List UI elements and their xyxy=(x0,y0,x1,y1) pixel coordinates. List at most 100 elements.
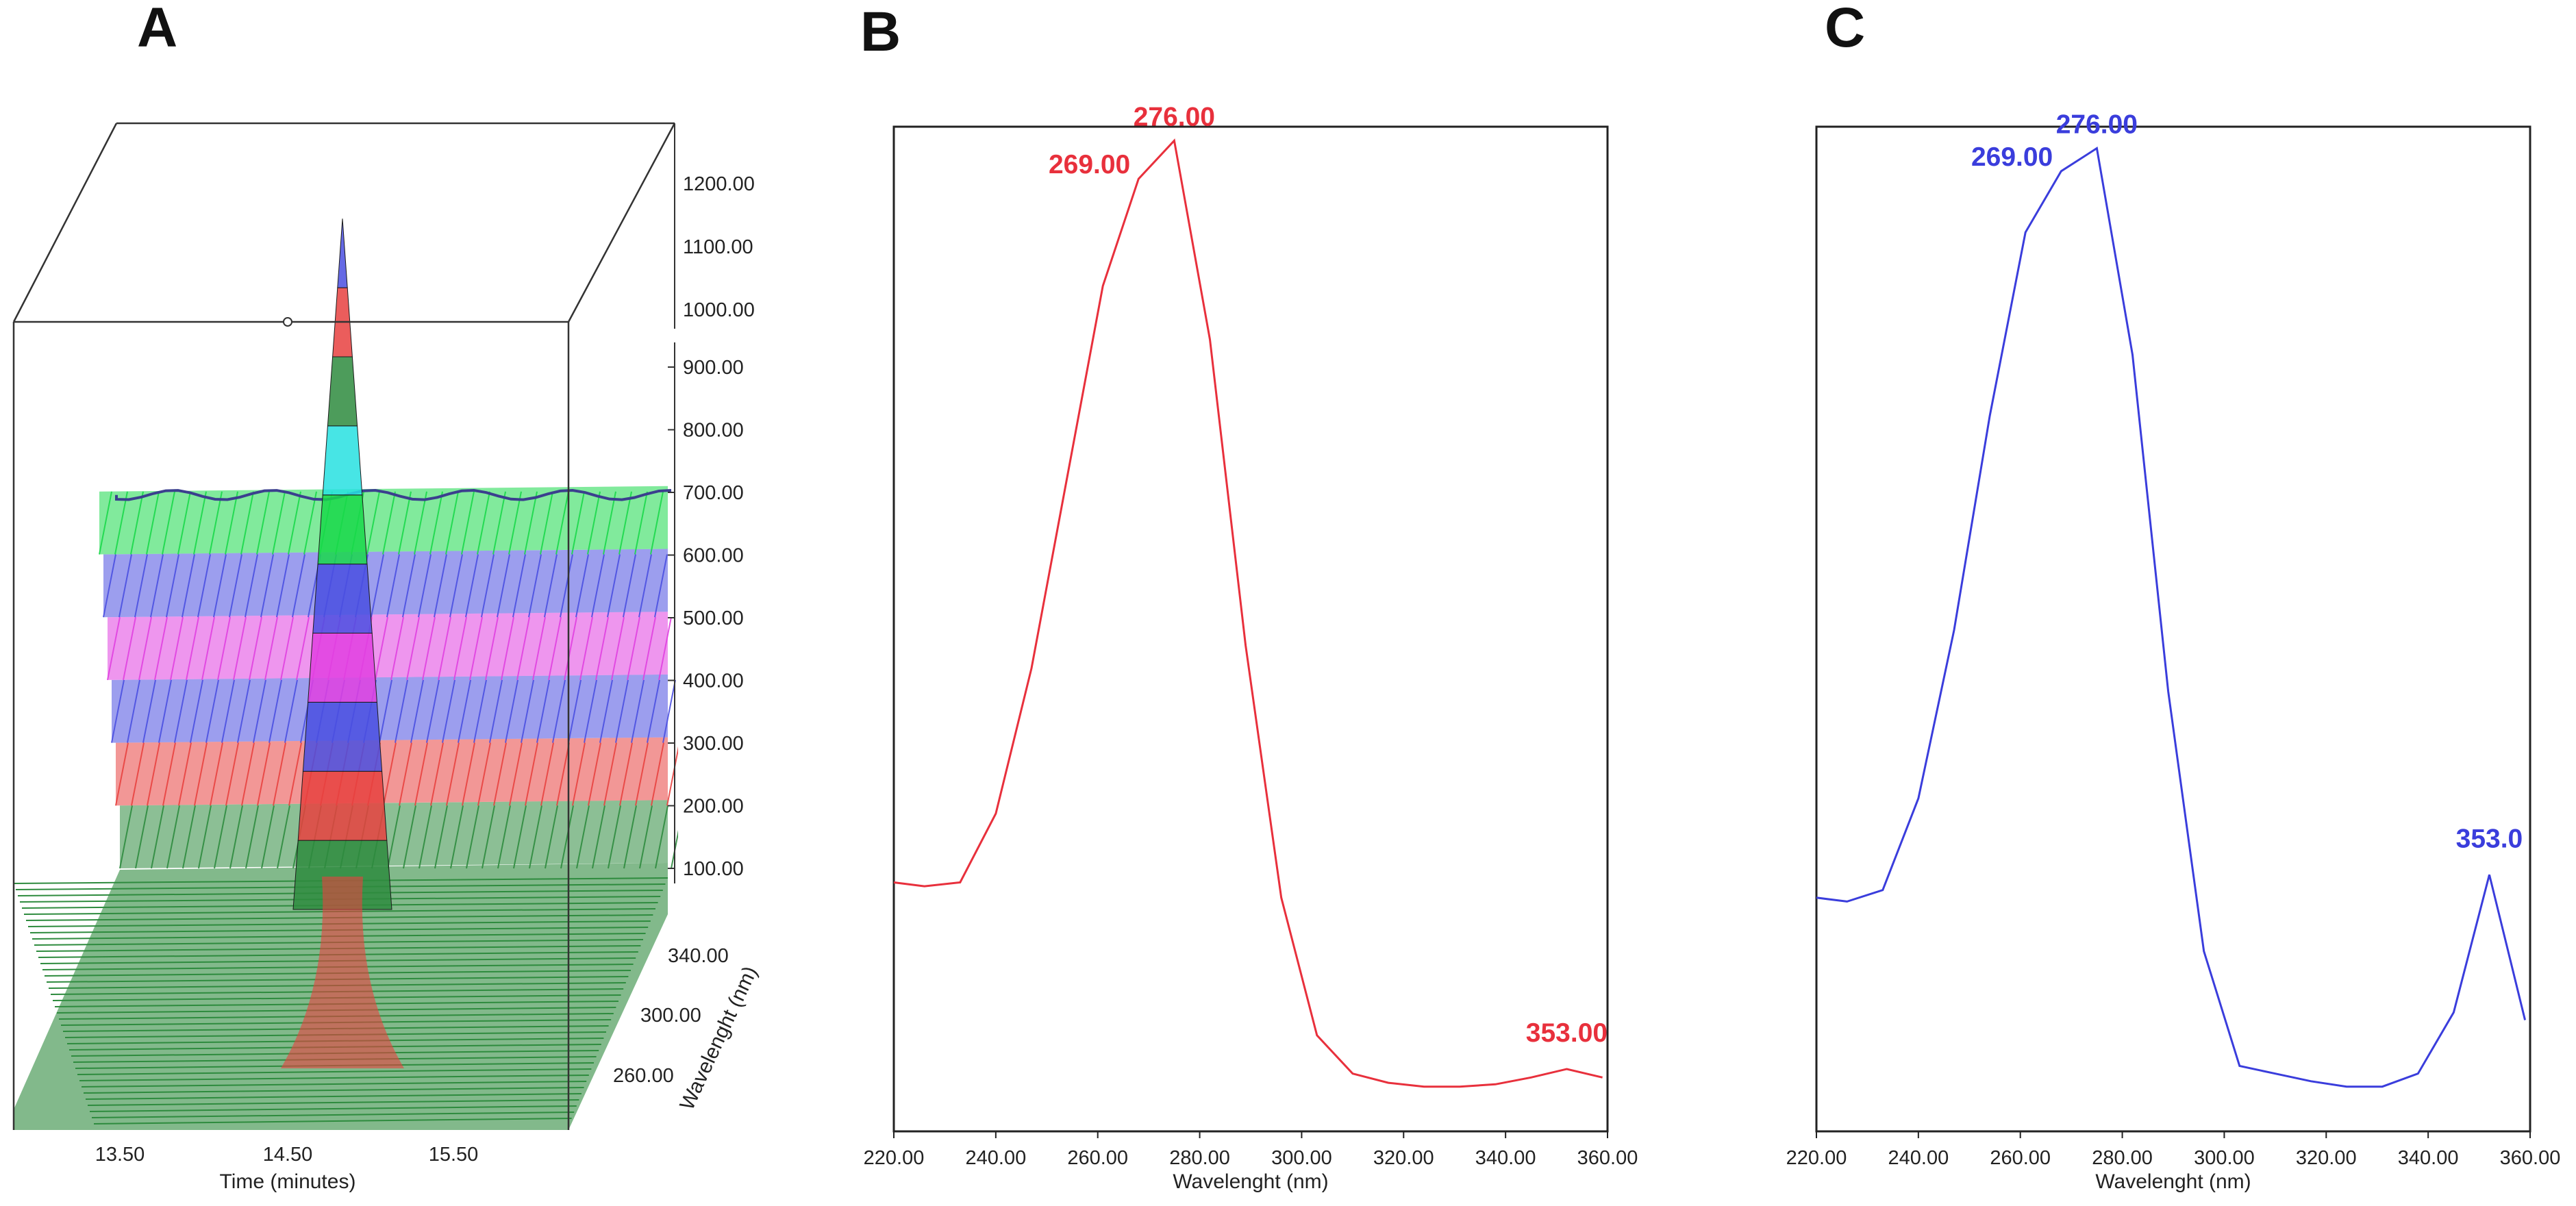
surface-hatch xyxy=(635,742,649,806)
surface-hatch xyxy=(170,617,184,681)
x-tick-label: 300.00 xyxy=(2194,1147,2255,1169)
surface-hatch xyxy=(513,805,527,869)
surface-hatch xyxy=(434,805,448,869)
x-tick-label: 280.00 xyxy=(2092,1147,2153,1169)
spectrum-line xyxy=(1816,147,2527,1088)
surface-hatch xyxy=(607,554,621,618)
surface-hatch xyxy=(123,617,136,681)
surface-hatch xyxy=(118,554,132,618)
surface-hatch xyxy=(166,554,179,618)
surface-hatch xyxy=(288,491,301,555)
surface-hatch xyxy=(426,679,440,743)
surface-hatch xyxy=(292,554,305,618)
surface-ridge xyxy=(89,1105,577,1112)
surface-hatch xyxy=(186,617,199,681)
surface-hatch xyxy=(194,742,208,806)
surface-hatch xyxy=(107,617,121,681)
peak-slice xyxy=(317,494,368,565)
surface-hatch xyxy=(588,742,601,806)
surface-hatch xyxy=(225,742,239,806)
surface-hatch xyxy=(516,617,530,681)
surface-hatch xyxy=(571,491,585,555)
surface-hatch xyxy=(422,617,436,681)
x-axis-ticks: 220.00 240.00 260.00 280.00 300.00 320.00 340.… xyxy=(864,1131,1638,1169)
surface-hatch xyxy=(418,554,432,618)
surface-hatch xyxy=(655,805,668,869)
surface-ridge xyxy=(85,1093,582,1100)
y-tick-label: 100.00 xyxy=(683,858,744,880)
surface-hatch xyxy=(158,679,172,743)
surface-hatch xyxy=(576,805,590,869)
x-tick-label: 280.00 xyxy=(1169,1147,1230,1169)
surface-hatch xyxy=(469,617,483,681)
surface-hatch xyxy=(138,617,152,681)
surface-hatch xyxy=(438,617,451,681)
surface-hatch xyxy=(303,491,317,555)
surface-hatch xyxy=(608,805,621,869)
surface-hatch xyxy=(623,554,636,618)
surface-hatch xyxy=(395,679,408,743)
x-axis-ticks: 220.00 240.00 260.00 280.00 300.00 320.00 340.… xyxy=(1786,1131,2560,1169)
peak-slice xyxy=(327,356,358,427)
spectrum-chart-c: 220.00 240.00 260.00 280.00 300.00 320.00 340.… xyxy=(1786,110,2561,1194)
x-tick-label: 340.00 xyxy=(1475,1147,1536,1169)
surface-hatch xyxy=(492,491,506,555)
surface-hatch xyxy=(276,554,290,618)
surface-hatch xyxy=(414,742,428,806)
surface-band xyxy=(108,612,668,680)
peak-label: 276.00 xyxy=(2056,110,2138,140)
axis-ticks: 1000.00 1100.00 1200.00 100.00 200.00 300.00 4… xyxy=(95,123,755,1166)
surface-ridge xyxy=(83,1087,584,1094)
surface-hatch xyxy=(386,554,400,618)
surface-hatch xyxy=(103,554,116,618)
x-axis-title: Time (minutes) xyxy=(220,1170,356,1193)
surface-hatch xyxy=(272,491,286,555)
surface-hatch xyxy=(379,679,392,743)
surface-hatch xyxy=(134,554,148,618)
surface-hatch xyxy=(398,491,412,555)
surface-hatch xyxy=(257,742,271,806)
surface-hatch xyxy=(540,742,554,806)
surface-hatch xyxy=(505,679,518,743)
x-tick-label: 300.00 xyxy=(1271,1147,1332,1169)
surface-hatch xyxy=(210,742,223,806)
box-edge xyxy=(567,123,676,323)
surface-hatch xyxy=(584,679,597,743)
chromatogram-peak xyxy=(281,218,404,1068)
surface-ridge-top xyxy=(115,488,672,501)
surface-hatch xyxy=(552,679,566,743)
surface-hatch xyxy=(529,805,542,869)
surface-hatch xyxy=(458,679,471,743)
surface-hatch xyxy=(461,491,475,555)
surface-hatch xyxy=(671,829,678,869)
surface-hatch xyxy=(481,554,495,618)
peak-label: 276.00 xyxy=(1134,102,1215,131)
surface-hatch xyxy=(288,742,302,806)
surface-hatch xyxy=(410,679,424,743)
x-tick-label: 14.50 xyxy=(263,1144,313,1166)
surface-hatch xyxy=(497,805,511,869)
x-tick-label: 220.00 xyxy=(1786,1147,1847,1169)
surface-band xyxy=(103,549,668,618)
surface-hatch xyxy=(603,742,617,806)
surface-hatch xyxy=(197,554,211,618)
surface-hatch xyxy=(575,554,589,618)
surface-hatch xyxy=(453,617,467,681)
surface-hatch xyxy=(277,805,290,869)
surface-hatch xyxy=(666,746,678,806)
surface-hatch xyxy=(414,491,427,555)
surface-hatch xyxy=(387,805,401,869)
y-tick-label: 500.00 xyxy=(683,607,744,629)
x-tick-label: 240.00 xyxy=(1888,1147,1949,1169)
surface-hatch xyxy=(493,742,507,806)
surface-hatch xyxy=(229,805,243,869)
surface-hatch xyxy=(615,679,629,743)
surface-hatch xyxy=(256,491,270,555)
surface-hatch xyxy=(462,742,475,806)
x-tick-label: 260.00 xyxy=(1990,1147,2051,1169)
surface-hatch xyxy=(115,742,129,806)
surface-hatch xyxy=(190,679,203,743)
surface-hatch xyxy=(631,679,645,743)
surface-hatch xyxy=(375,617,388,681)
